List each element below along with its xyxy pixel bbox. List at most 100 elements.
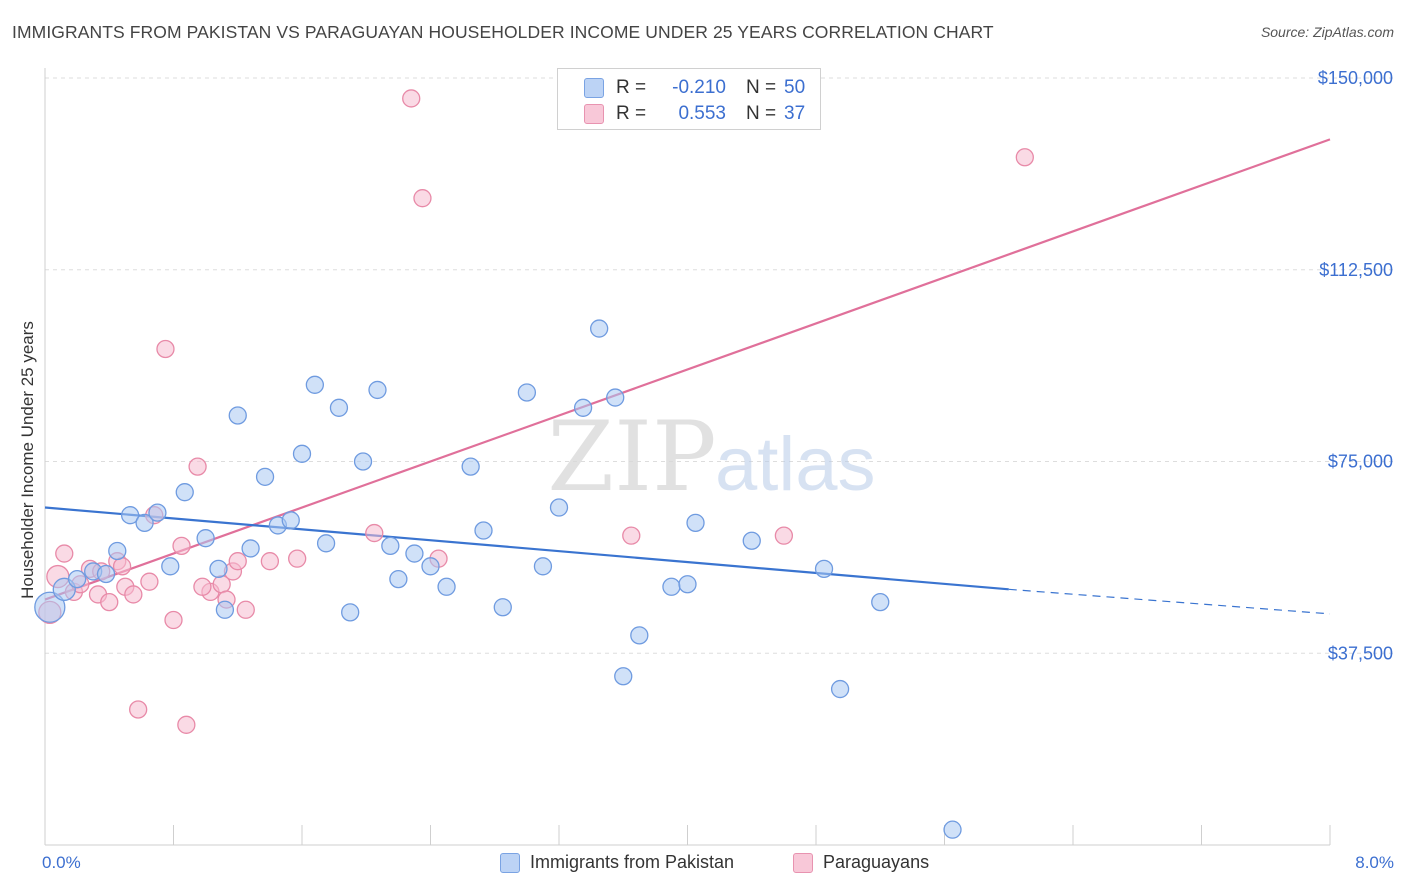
point-paraguay <box>112 557 132 576</box>
point-pakistan <box>742 531 761 550</box>
point-paraguay <box>124 585 143 604</box>
axes <box>44 68 1331 846</box>
data-points <box>34 89 1034 839</box>
watermark: ZIP atlas <box>547 401 875 513</box>
point-pakistan <box>389 569 408 589</box>
point-pakistan <box>292 444 312 463</box>
point-paraguay <box>129 700 148 719</box>
legend-swatch-pakistan <box>584 78 604 98</box>
point-pakistan <box>405 544 424 563</box>
point-pakistan <box>474 521 493 540</box>
legend-n-label: N = <box>746 103 777 124</box>
legend-n-value: 50 <box>784 77 806 98</box>
legend-r-label: R = <box>616 77 647 98</box>
series-name-pakistan: Immigrants from Pakistan <box>530 852 735 872</box>
series-name-paraguay: Paraguayans <box>823 852 930 872</box>
watermark-atlas: atlas <box>715 422 876 507</box>
point-pakistan <box>381 536 400 556</box>
point-paraguay <box>177 715 196 734</box>
point-pakistan <box>341 603 360 622</box>
point-pakistan <box>215 600 235 619</box>
y-tick-label: $37,500 <box>1328 643 1393 663</box>
point-paraguay <box>622 526 641 545</box>
y-tick-label: $112,500 <box>1319 260 1393 280</box>
point-pakistan <box>281 511 300 530</box>
y-tick-labels: $37,500 $75,000 $112,500 $150,000 <box>1318 68 1393 663</box>
legend-n-value: 37 <box>784 103 806 124</box>
point-pakistan <box>108 541 127 561</box>
point-pakistan <box>96 564 116 584</box>
legend-swatch-paraguay <box>584 104 604 124</box>
x-tick-label-min: 0.0% <box>42 853 81 872</box>
point-pakistan <box>120 506 140 525</box>
point-paraguay <box>55 544 74 563</box>
point-pakistan <box>662 577 681 596</box>
point-pakistan <box>316 534 336 553</box>
point-paraguay <box>193 577 212 596</box>
series-legend-pakistan: Immigrants from Pakistan <box>500 852 734 873</box>
point-paraguay <box>413 189 432 208</box>
point-paraguay <box>402 89 421 108</box>
x-tick-label-max: 8.0% <box>1355 853 1394 872</box>
point-pakistan <box>814 559 834 579</box>
point-paraguay <box>260 552 280 571</box>
legend-row-paraguay: R = 0.553 N = 37 <box>584 102 805 126</box>
point-pakistan <box>67 569 87 589</box>
legend-row-pakistan: R = -0.210 N = 50 <box>584 76 805 100</box>
y-tick-label: $150,000 <box>1318 68 1393 88</box>
point-pakistan <box>614 667 633 686</box>
point-pakistan <box>305 375 325 394</box>
series-swatch-pakistan <box>500 852 520 873</box>
point-pakistan <box>830 679 850 699</box>
point-pakistan <box>421 557 440 576</box>
point-pakistan <box>461 457 480 476</box>
point-pakistan <box>437 577 456 596</box>
point-pakistan <box>943 820 962 839</box>
point-paraguay <box>156 339 175 359</box>
point-pakistan <box>630 626 649 645</box>
point-pakistan <box>871 592 890 612</box>
point-paraguay <box>228 552 247 571</box>
point-paraguay <box>236 600 255 619</box>
point-pakistan <box>533 557 553 576</box>
point-pakistan <box>241 539 260 558</box>
point-paraguay <box>164 610 183 630</box>
point-paraguay <box>188 457 207 476</box>
point-pakistan <box>573 398 593 417</box>
point-paraguay <box>172 536 191 556</box>
point-pakistan <box>686 513 705 533</box>
legend-n-label: N = <box>746 77 777 98</box>
trend-line-paraguay <box>44 138 1331 601</box>
point-pakistan <box>368 380 387 400</box>
trend-lines <box>44 138 1331 615</box>
series-legend-paraguay: Paraguayans <box>793 852 929 873</box>
legend-r-value: 0.553 <box>678 103 726 124</box>
point-paraguay <box>1015 148 1034 167</box>
point-pakistan <box>678 575 697 594</box>
point-pakistan <box>161 557 180 576</box>
point-pakistan <box>135 513 154 533</box>
point-pakistan <box>329 398 349 417</box>
point-pakistan <box>549 498 569 517</box>
point-paraguay <box>774 526 794 545</box>
point-pakistan <box>255 467 275 486</box>
point-paraguay <box>100 592 119 612</box>
y-tick-label: $75,000 <box>1328 452 1393 472</box>
point-paraguay <box>288 549 307 568</box>
point-pakistan <box>606 388 625 407</box>
point-pakistan <box>34 591 66 623</box>
point-paraguay <box>365 523 384 543</box>
point-pakistan <box>148 503 167 522</box>
point-pakistan <box>517 383 537 402</box>
series-swatch-paraguay <box>793 852 813 873</box>
source-label: Source: ZipAtlas.com <box>1260 24 1394 40</box>
trend-line-pakistan-extrapolated <box>1008 588 1331 615</box>
point-pakistan <box>196 529 215 548</box>
point-pakistan <box>493 598 512 617</box>
point-pakistan <box>353 452 373 471</box>
trend-line-pakistan <box>44 506 1009 591</box>
gridlines <box>45 77 1395 654</box>
chart-title: IMMIGRANTS FROM PAKISTAN VS PARAGUAYAN H… <box>12 22 994 42</box>
legend-r-value: -0.210 <box>672 77 726 98</box>
